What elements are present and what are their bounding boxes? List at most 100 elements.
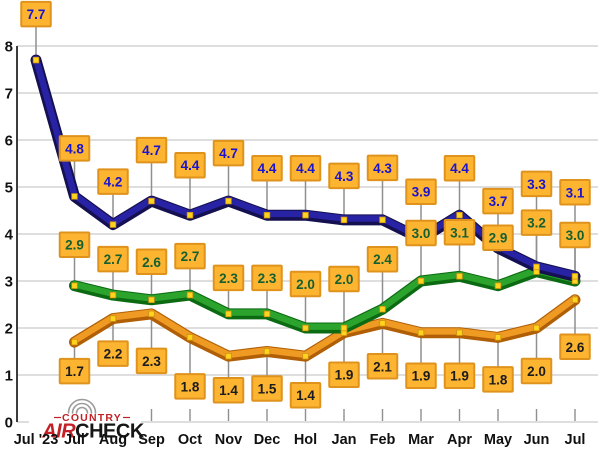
green-series-line	[71, 267, 579, 330]
x-axis-label: Feb	[370, 432, 396, 448]
navy-series-value-label: 4.3	[328, 162, 360, 190]
green-series-value-label: 2.0	[289, 270, 322, 298]
value-label-box	[482, 224, 514, 251]
green-series-data-point-marker	[340, 324, 348, 332]
value-label-text: 1.9	[335, 368, 354, 383]
value-label-text: 2.6	[566, 340, 585, 355]
green-series-value-label: 2.3	[212, 264, 245, 292]
value-label-box	[212, 139, 245, 167]
navy-series-value-label: 3.9	[405, 178, 437, 205]
green-series-data-point-marker	[302, 324, 309, 332]
value-label-box	[135, 347, 168, 375]
value-label-text: 2.6	[142, 255, 161, 270]
value-label-box	[174, 151, 206, 179]
green-series-data-point-marker	[379, 305, 386, 313]
x-axis-label: Jul	[565, 432, 586, 448]
value-label-text: 1.8	[489, 372, 508, 387]
value-label-box	[58, 231, 91, 258]
orange-series-data-point-marker	[456, 329, 463, 336]
value-label-text: 2.0	[527, 364, 546, 379]
navy-series-data-point-marker	[533, 263, 540, 271]
value-label-box	[482, 187, 514, 215]
green-series-data-point-marker	[148, 296, 155, 303]
x-axis-label: Nov	[215, 432, 242, 448]
navy-series-data-point-marker	[340, 216, 348, 224]
value-label-text: 4.3	[373, 161, 392, 176]
green-series-data-point-marker	[109, 291, 117, 299]
y-axis-label: 6	[5, 133, 13, 150]
navy-series-data-point-marker	[263, 211, 271, 219]
value-label-box	[443, 154, 476, 182]
orange-series-data-point-marker	[225, 352, 232, 360]
x-axis-label: Sep	[138, 432, 165, 448]
logo-aircheck-text: AIRCHECK	[41, 421, 145, 443]
y-axis-label: 7	[5, 86, 13, 103]
y-axis-label: 1	[5, 368, 13, 385]
orange-series-value-label: 1.9	[443, 362, 476, 389]
value-label-box	[251, 154, 283, 182]
value-label-box	[559, 333, 591, 361]
value-label-box	[405, 178, 437, 205]
value-label-box	[405, 219, 437, 247]
value-label-box	[289, 270, 322, 298]
navy-series-data-point-marker	[32, 56, 40, 64]
navy-series-data-point-marker	[148, 197, 155, 205]
radio-waves-icon	[71, 402, 93, 414]
value-label-text: 2.1	[373, 359, 392, 374]
green-series-data-point-marker	[263, 310, 271, 318]
value-label-text: 3.0	[412, 226, 431, 241]
value-label-text: 2.0	[296, 277, 315, 292]
y-axis-label: 5	[5, 180, 13, 197]
x-axis-label: Mar	[408, 432, 434, 448]
value-label-box	[366, 353, 399, 380]
value-label-box	[174, 242, 206, 270]
value-label-text: 3.1	[450, 225, 469, 240]
navy-series-data-point-marker	[379, 216, 386, 224]
navy-series-value-label: 4.2	[97, 168, 129, 195]
value-label-box	[443, 362, 476, 389]
green-series-value-label: 3.1	[443, 219, 476, 246]
value-label-box	[289, 154, 322, 182]
green-series-value-label: 2.3	[251, 264, 283, 292]
orange-series-data-point-marker	[533, 324, 540, 332]
value-label-box	[559, 221, 591, 249]
value-label-text: 7.7	[27, 7, 46, 22]
orange-series-value-label: 2.6	[559, 333, 591, 361]
green-series-value-label: 2.6	[135, 248, 168, 276]
x-axis-label: Jan	[332, 432, 357, 448]
navy-series-data-point-marker	[225, 197, 232, 205]
green-series-value-label: 3.0	[405, 219, 437, 247]
navy-series-value-label: 4.7	[135, 136, 168, 164]
orange-series-value-label: 1.5	[251, 375, 283, 402]
value-label-text: 2.4	[373, 252, 392, 267]
orange-series-value-label: 2.0	[520, 357, 553, 385]
value-label-text: 2.3	[219, 271, 238, 286]
value-label-text: 4.7	[219, 146, 238, 161]
navy-series-data-point-marker	[302, 211, 309, 219]
orange-series-data-point-marker	[494, 334, 502, 341]
value-label-text: 3.1	[566, 185, 585, 200]
value-label-box	[97, 340, 129, 367]
green-series-data-point-marker	[186, 291, 194, 299]
orange-series-data-point-marker	[186, 334, 194, 341]
orange-series-value-label: 1.7	[58, 357, 91, 385]
orange-series-data-point-marker	[379, 320, 386, 327]
value-label-text: 2.7	[181, 249, 200, 264]
radio-waves-icon	[67, 398, 97, 414]
green-series-data-point-marker	[417, 277, 425, 285]
x-axis-label: Aug	[99, 432, 127, 448]
navy-series-value-label: 4.4	[289, 154, 322, 182]
green-series-value-label: 2.4	[366, 245, 399, 273]
green-series-value-label: 2.7	[174, 242, 206, 270]
orange-series-data-point-marker	[302, 352, 309, 360]
value-label-box	[251, 264, 283, 292]
value-label-text: 1.7	[65, 364, 84, 379]
value-label-text: 4.4	[450, 161, 469, 176]
y-axis-label: 3	[5, 274, 13, 291]
value-label-text: 3.9	[412, 185, 431, 200]
value-label-box	[366, 245, 399, 273]
value-label-box	[405, 362, 437, 389]
value-label-text: 4.4	[258, 161, 277, 176]
value-label-box	[520, 170, 553, 198]
value-label-text: 3.2	[527, 216, 546, 231]
